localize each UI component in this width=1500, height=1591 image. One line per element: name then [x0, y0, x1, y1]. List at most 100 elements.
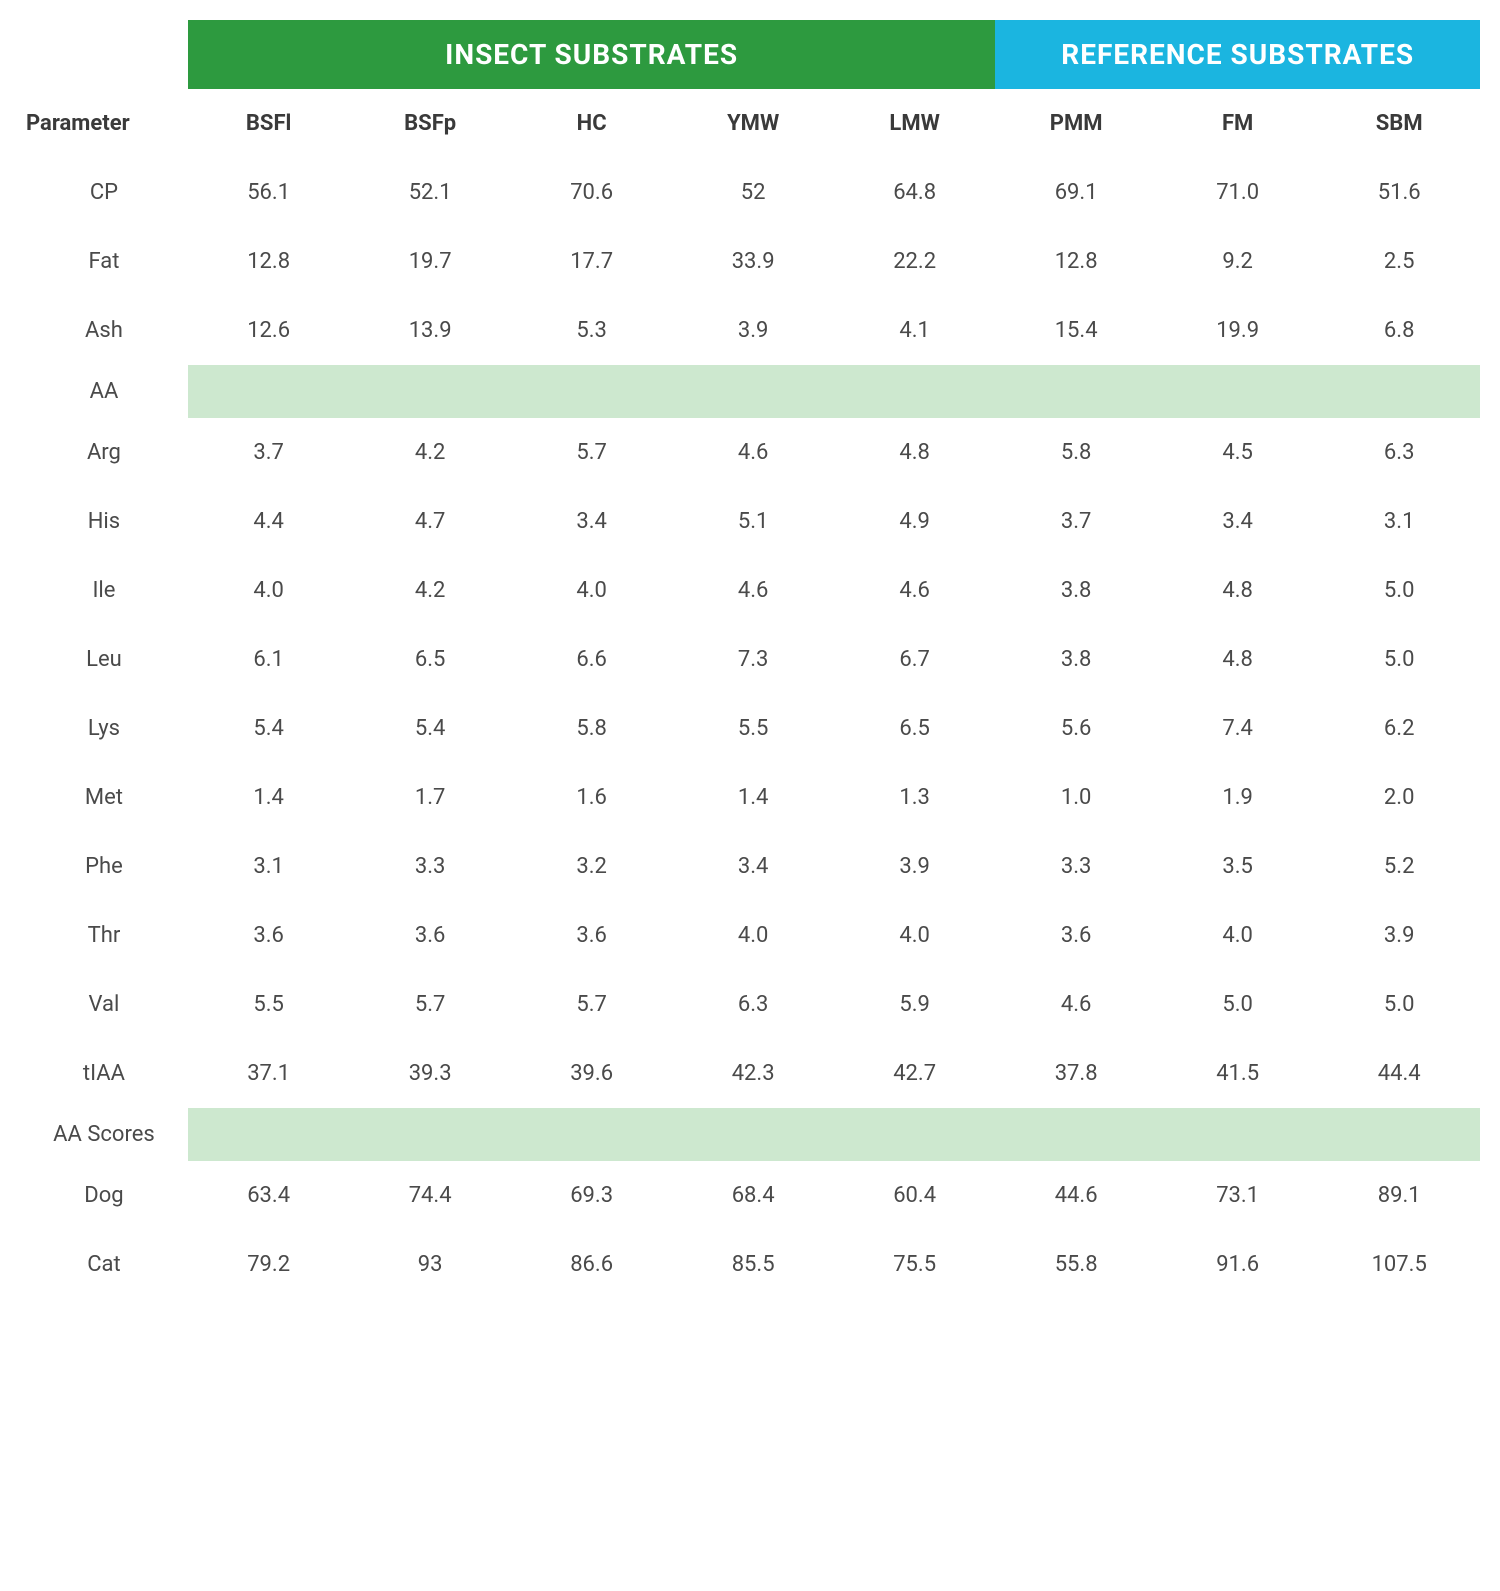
value-cell: 4.0 — [834, 901, 996, 970]
param-cell: Fat — [20, 227, 188, 296]
value-cell: 3.4 — [511, 487, 673, 556]
value-cell: 6.5 — [349, 625, 511, 694]
value-cell: 6.5 — [834, 694, 996, 763]
value-cell: 44.4 — [1318, 1039, 1480, 1108]
value-cell: 3.7 — [995, 487, 1157, 556]
value-cell: 4.2 — [349, 418, 511, 487]
value-cell: 4.6 — [672, 556, 834, 625]
col-header-lmw: LMW — [834, 89, 996, 158]
col-header-bsfp: BSFp — [349, 89, 511, 158]
value-cell: 19.7 — [349, 227, 511, 296]
table-row: Ash12.613.95.33.94.115.419.96.8 — [20, 296, 1480, 365]
param-cell: Leu — [20, 625, 188, 694]
value-cell: 63.4 — [188, 1161, 350, 1230]
table-row: Phe3.13.33.23.43.93.33.55.2 — [20, 832, 1480, 901]
value-cell: 5.8 — [995, 418, 1157, 487]
value-cell: 5.9 — [834, 970, 996, 1039]
value-cell: 3.3 — [349, 832, 511, 901]
value-cell: 3.8 — [995, 556, 1157, 625]
value-cell: 5.4 — [349, 694, 511, 763]
value-cell: 5.3 — [511, 296, 673, 365]
col-header-hc: HC — [511, 89, 673, 158]
table-row: Arg3.74.25.74.64.85.84.56.3 — [20, 418, 1480, 487]
value-cell: 69.3 — [511, 1161, 673, 1230]
value-cell: 107.5 — [1318, 1230, 1480, 1299]
value-cell: 73.1 — [1157, 1161, 1319, 1230]
value-cell: 39.6 — [511, 1039, 673, 1108]
value-cell: 33.9 — [672, 227, 834, 296]
value-cell: 4.8 — [1157, 625, 1319, 694]
table-row: Val5.55.75.76.35.94.65.05.0 — [20, 970, 1480, 1039]
col-header-pmm: PMM — [995, 89, 1157, 158]
section-row: AA — [20, 365, 1480, 418]
col-header-fm: FM — [1157, 89, 1319, 158]
value-cell: 4.4 — [188, 487, 350, 556]
value-cell: 5.8 — [511, 694, 673, 763]
table-row: Ile4.04.24.04.64.63.84.85.0 — [20, 556, 1480, 625]
section-bar — [188, 1108, 1480, 1161]
param-cell: Phe — [20, 832, 188, 901]
value-cell: 3.6 — [188, 901, 350, 970]
value-cell: 7.3 — [672, 625, 834, 694]
value-cell: 86.6 — [511, 1230, 673, 1299]
value-cell: 6.1 — [188, 625, 350, 694]
table-row: CP56.152.170.65264.869.171.051.6 — [20, 158, 1480, 227]
value-cell: 5.0 — [1318, 556, 1480, 625]
value-cell: 4.0 — [511, 556, 673, 625]
value-cell: 3.4 — [672, 832, 834, 901]
value-cell: 5.7 — [511, 418, 673, 487]
value-cell: 3.7 — [188, 418, 350, 487]
value-cell: 1.4 — [188, 763, 350, 832]
value-cell: 4.7 — [349, 487, 511, 556]
col-header-bsfl: BSFl — [188, 89, 350, 158]
table-row: His4.44.73.45.14.93.73.43.1 — [20, 487, 1480, 556]
param-cell: Dog — [20, 1161, 188, 1230]
table-row: Met1.41.71.61.41.31.01.92.0 — [20, 763, 1480, 832]
table-row: Fat12.819.717.733.922.212.89.22.5 — [20, 227, 1480, 296]
value-cell: 5.0 — [1318, 625, 1480, 694]
section-label: AA Scores — [20, 1108, 188, 1161]
value-cell: 4.6 — [834, 556, 996, 625]
value-cell: 3.1 — [188, 832, 350, 901]
value-cell: 42.7 — [834, 1039, 996, 1108]
value-cell: 3.3 — [995, 832, 1157, 901]
value-cell: 3.6 — [995, 901, 1157, 970]
table-row: Leu6.16.56.67.36.73.84.85.0 — [20, 625, 1480, 694]
value-cell: 6.6 — [511, 625, 673, 694]
value-cell: 5.7 — [511, 970, 673, 1039]
param-cell: Val — [20, 970, 188, 1039]
param-cell: Met — [20, 763, 188, 832]
value-cell: 74.4 — [349, 1161, 511, 1230]
value-cell: 5.7 — [349, 970, 511, 1039]
value-cell: 6.3 — [672, 970, 834, 1039]
substrate-table: INSECT SUBSTRATES REFERENCE SUBSTRATES P… — [20, 20, 1480, 1299]
value-cell: 1.7 — [349, 763, 511, 832]
value-cell: 6.3 — [1318, 418, 1480, 487]
value-cell: 12.8 — [995, 227, 1157, 296]
value-cell: 5.0 — [1157, 970, 1319, 1039]
value-cell: 85.5 — [672, 1230, 834, 1299]
table-row: Thr3.63.63.64.04.03.64.03.9 — [20, 901, 1480, 970]
value-cell: 69.1 — [995, 158, 1157, 227]
value-cell: 52.1 — [349, 158, 511, 227]
value-cell: 4.8 — [834, 418, 996, 487]
value-cell: 5.5 — [188, 970, 350, 1039]
param-cell: tIAA — [20, 1039, 188, 1108]
param-cell: Ile — [20, 556, 188, 625]
value-cell: 3.9 — [672, 296, 834, 365]
value-cell: 4.0 — [672, 901, 834, 970]
table-body: CP56.152.170.65264.869.171.051.6Fat 12.8 1… — [20, 158, 1480, 1299]
value-cell: 3.8 — [995, 625, 1157, 694]
value-cell: 6.7 — [834, 625, 996, 694]
value-cell: 4.1 — [834, 296, 996, 365]
value-cell: 17.7 — [511, 227, 673, 296]
value-cell: 3.9 — [834, 832, 996, 901]
group-header-insect: INSECT SUBSTRATES — [188, 20, 996, 89]
value-cell: 37.8 — [995, 1039, 1157, 1108]
value-cell: 3.5 — [1157, 832, 1319, 901]
value-cell: 2.0 — [1318, 763, 1480, 832]
value-cell: 4.9 — [834, 487, 996, 556]
table-row: Lys5.45.45.85.56.55.67.46.2 — [20, 694, 1480, 763]
value-cell: 60.4 — [834, 1161, 996, 1230]
value-cell: 39.3 — [349, 1039, 511, 1108]
